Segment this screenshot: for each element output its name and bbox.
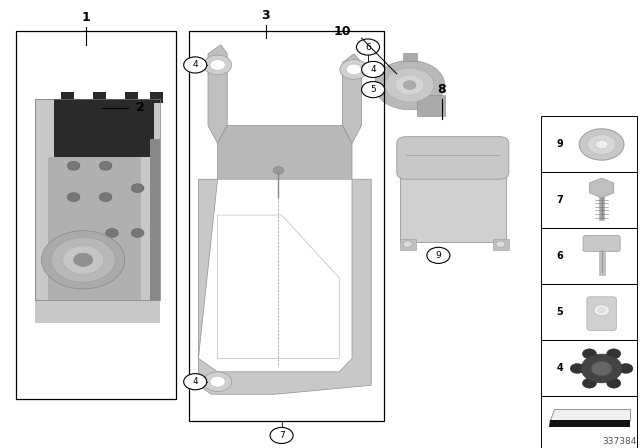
Circle shape	[427, 247, 450, 263]
Circle shape	[131, 228, 144, 237]
Bar	[541, 172, 637, 228]
Text: 5: 5	[557, 307, 563, 318]
Circle shape	[496, 241, 505, 247]
Circle shape	[99, 193, 112, 202]
Ellipse shape	[582, 349, 596, 359]
Bar	[61, 92, 74, 103]
Circle shape	[270, 427, 293, 444]
Circle shape	[67, 237, 80, 246]
FancyBboxPatch shape	[583, 236, 620, 252]
Bar	[35, 99, 160, 323]
Circle shape	[99, 161, 112, 170]
Polygon shape	[218, 215, 339, 358]
Bar	[35, 99, 160, 300]
Text: 4: 4	[557, 363, 563, 374]
Circle shape	[594, 305, 609, 316]
FancyBboxPatch shape	[397, 137, 509, 179]
Bar	[54, 99, 154, 157]
Polygon shape	[218, 125, 352, 179]
Ellipse shape	[619, 364, 633, 374]
Circle shape	[67, 161, 80, 170]
Text: 5: 5	[371, 85, 376, 94]
Polygon shape	[550, 409, 630, 420]
Ellipse shape	[582, 378, 596, 388]
Circle shape	[403, 241, 412, 247]
Circle shape	[51, 237, 115, 282]
Bar	[541, 284, 637, 340]
Circle shape	[210, 376, 225, 387]
Circle shape	[595, 140, 608, 149]
Circle shape	[63, 246, 104, 274]
Ellipse shape	[607, 378, 621, 388]
Bar	[150, 92, 163, 103]
Circle shape	[362, 61, 385, 78]
Text: 10: 10	[333, 25, 351, 38]
Text: 2: 2	[136, 101, 145, 114]
Bar	[93, 92, 106, 103]
FancyBboxPatch shape	[403, 53, 417, 61]
Circle shape	[396, 75, 424, 95]
Text: 7: 7	[557, 195, 563, 206]
Circle shape	[385, 68, 434, 102]
Text: 1: 1	[82, 11, 91, 25]
Circle shape	[273, 167, 284, 174]
Bar	[48, 157, 141, 300]
Text: 337384: 337384	[602, 437, 637, 446]
Ellipse shape	[607, 349, 621, 359]
Circle shape	[184, 374, 207, 390]
Circle shape	[210, 60, 225, 70]
Circle shape	[403, 81, 416, 90]
Circle shape	[184, 57, 207, 73]
Circle shape	[579, 129, 624, 160]
Circle shape	[106, 228, 118, 237]
Polygon shape	[198, 179, 371, 394]
Ellipse shape	[570, 364, 584, 374]
Text: 4: 4	[371, 65, 376, 74]
Bar	[400, 164, 506, 242]
Bar	[541, 116, 637, 172]
Bar	[125, 92, 138, 103]
Bar	[400, 239, 416, 250]
Circle shape	[356, 39, 380, 55]
Circle shape	[131, 184, 144, 193]
Circle shape	[204, 55, 232, 75]
Text: 4: 4	[193, 377, 198, 386]
Polygon shape	[342, 54, 362, 143]
Circle shape	[67, 193, 80, 202]
Text: 7: 7	[279, 431, 284, 440]
Bar	[493, 239, 509, 250]
Circle shape	[374, 60, 445, 110]
Circle shape	[591, 361, 612, 375]
Bar	[541, 340, 637, 396]
Circle shape	[346, 64, 362, 75]
Circle shape	[340, 60, 368, 79]
Circle shape	[74, 253, 93, 267]
Bar	[16, 31, 176, 399]
Circle shape	[581, 354, 622, 383]
Text: 9: 9	[557, 139, 563, 150]
Bar	[150, 139, 160, 300]
FancyBboxPatch shape	[587, 297, 616, 331]
FancyBboxPatch shape	[417, 95, 445, 116]
Circle shape	[362, 82, 385, 98]
Text: 6: 6	[557, 251, 563, 262]
Circle shape	[598, 308, 605, 313]
Polygon shape	[549, 420, 630, 426]
Circle shape	[204, 372, 232, 392]
Bar	[189, 31, 384, 421]
Text: 3: 3	[261, 9, 270, 22]
Circle shape	[588, 135, 616, 154]
Bar	[541, 396, 637, 448]
Circle shape	[42, 231, 125, 289]
Polygon shape	[208, 45, 227, 143]
Text: 8: 8	[437, 83, 446, 96]
Text: 9: 9	[436, 251, 441, 260]
Text: 4: 4	[193, 60, 198, 69]
Text: 6: 6	[365, 43, 371, 52]
Bar	[541, 228, 637, 284]
